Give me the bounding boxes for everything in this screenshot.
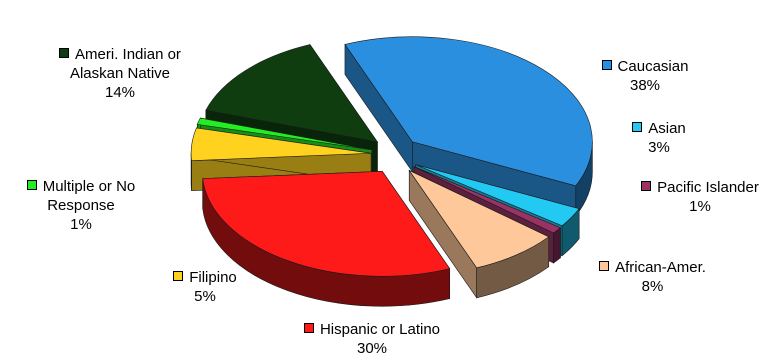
swatch-pacific-islander [641,181,652,191]
swatch-african-amer [599,261,610,271]
swatch-hispanic-or-latino [303,323,314,333]
slice-label-filipino: Filipino 5% [150,268,260,306]
slice-label-ameri-indian-or-alaskan-native: Ameri. Indian or Alaskan Native 14% [40,45,200,102]
slice-label-african-amer: African-Amer. 8% [580,258,725,296]
slice-top-face [344,36,593,187]
swatch-caucasian [601,60,612,70]
slice-top-face [413,166,562,234]
slice-top-face [205,44,379,143]
swatch-multiple-or-no-response [26,180,37,190]
slice-top-face [190,127,372,161]
swatch-ameri-indian-or-alaskan-native [59,48,70,58]
slice-top-face [408,169,550,269]
slice-outer-wall [553,227,561,264]
pie-slice-hispanic-or-latino [202,170,451,307]
slice-label-asian: Asian 3% [624,119,694,157]
slice-label-pacific-islander: Pacific Islander 1% [620,178,776,216]
slice-top-face [196,117,372,151]
pie-slice-caucasian [344,36,593,217]
slice-label-multiple-or-no-response: Multiple or No Response 1% [6,177,156,234]
slice-label-hispanic-or-latino: Hispanic or Latino 30% [282,320,462,358]
swatch-filipino [173,271,184,281]
slice-label-caucasian: Caucasian 38% [590,57,700,95]
slice-top-face [202,170,451,277]
swatch-asian [632,122,643,132]
slice-top-face [415,164,580,227]
pie-slice-african-amer [408,169,550,299]
